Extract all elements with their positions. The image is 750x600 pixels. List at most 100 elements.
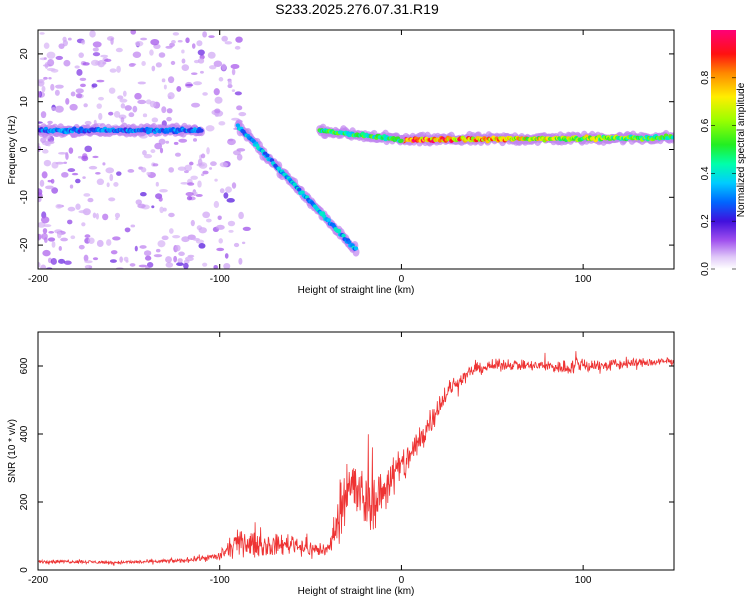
spectrogram-noise-blob <box>43 57 47 60</box>
snr-x-tick-label: -200 <box>28 575 48 586</box>
spectrogram-noise-blob <box>75 88 84 94</box>
spectrogram-feature-core <box>346 240 352 245</box>
spectrogram-noise-blob <box>219 188 225 194</box>
spectrogram-noise-blob <box>120 116 125 123</box>
colorbar-tick-label: 0.2 <box>700 214 711 228</box>
spectrogram-noise-blob <box>70 235 76 240</box>
spectrogram-noise-blob <box>92 155 99 159</box>
spectrogram-noise-blob <box>185 192 194 197</box>
spectrogram-noise-blob <box>140 167 147 173</box>
spectrogram-noise-blob <box>140 37 148 41</box>
spectrogram-noise-blob <box>191 102 201 108</box>
spectrogram-noise-blob <box>130 224 136 228</box>
spectrogram-noise-blob <box>209 167 213 170</box>
spectrogram-noise-blob <box>202 31 208 38</box>
spectrogram-noise-blob <box>95 172 101 175</box>
spectrogram-noise-blob <box>205 218 212 223</box>
spectrogram-noise-blob <box>41 171 48 179</box>
spectrogram-noise-blob <box>227 79 232 86</box>
spectrogram-noise-blob <box>84 260 93 264</box>
spectrogram-noise-blob <box>151 117 159 123</box>
spectrogram-noise-blob <box>45 185 54 190</box>
spectrogram-noise-blob <box>134 92 142 100</box>
spectrogram-noise-blob <box>218 238 223 244</box>
spectrogram-noise-blob <box>202 211 211 219</box>
spectrogram-noise-blob <box>134 245 138 252</box>
spectrogram-noise-blob <box>58 258 66 264</box>
spectrogram-noise-blob <box>67 219 73 225</box>
spectrogram-noise-blob <box>142 113 148 118</box>
spectrogram-noise-blob <box>149 49 154 56</box>
spectrogram-noise-blob <box>88 237 95 244</box>
spectrogram-noise-blob <box>67 168 76 173</box>
spectrogram-noise-blob <box>166 116 172 122</box>
spectrogram-noise-blob <box>76 69 83 76</box>
spectrogram-noise-blob <box>91 83 98 88</box>
spectrogram-noise-blob <box>58 246 62 251</box>
spectrogram-noise-blob <box>152 163 159 167</box>
spectrogram-x-tick-label: -200 <box>28 274 48 285</box>
spectrogram-noise-blob <box>70 91 76 97</box>
snr-x-tick-label: -100 <box>210 575 230 586</box>
spectrogram-noise-blob <box>241 241 246 245</box>
spectrogram-noise-blob <box>198 243 206 249</box>
spectrogram-y-tick-label: -10 <box>19 190 30 205</box>
spectrogram-noise-blob <box>224 253 229 259</box>
spectrogram-noise-blob <box>197 158 203 166</box>
spectrogram-noise-blob <box>202 92 208 96</box>
spectrogram-noise-blob <box>47 58 55 67</box>
spectrogram-noise-blob <box>146 261 154 268</box>
spectrogram-noise-blob <box>84 120 92 126</box>
spectrogram-noise-blob <box>150 149 156 154</box>
spectrogram-noise-blob <box>96 79 105 83</box>
spectrogram-noise-blob <box>181 49 185 54</box>
spectrogram-noise-blob <box>43 237 48 243</box>
spectrogram-noise-blob <box>236 153 243 161</box>
spectrogram-noise-blob <box>97 59 106 68</box>
spectrogram-noise-blob <box>69 184 74 189</box>
spectrogram-noise-blob <box>197 58 205 64</box>
spectrogram-noise-blob <box>92 52 101 57</box>
spectrogram-noise-blob <box>227 83 233 89</box>
spectrogram-noise-blob <box>172 235 181 239</box>
spectrogram-noise-blob <box>174 152 181 157</box>
spectrogram-x-tick-label: 100 <box>575 274 592 285</box>
spectrogram-noise-blob <box>83 103 88 108</box>
spectrogram-noise-blob <box>183 262 189 269</box>
spectrogram-noise-blob <box>181 58 186 64</box>
spectrogram-noise-blob <box>191 72 198 75</box>
snr-y-tick-label: 600 <box>19 357 30 374</box>
spectrogram-x-label: Height of straight line (km) <box>298 285 415 296</box>
spectrogram-noise-blob <box>51 106 57 111</box>
spectrogram-noise-blob <box>228 138 234 142</box>
snr-y-label: SNR (10 * v/v) <box>7 419 18 483</box>
spectrogram-noise-blob <box>92 47 99 52</box>
spectrogram-noise-blob <box>95 213 99 220</box>
spectrogram-noise-blob <box>117 95 124 100</box>
spectrogram-noise-blob <box>207 51 216 59</box>
spectrogram-noise-blob <box>60 237 69 242</box>
spectrogram-y-tick-label: -20 <box>19 237 30 252</box>
spectrogram-noise-blob <box>43 76 48 80</box>
spectrogram-noise-blob <box>109 259 117 263</box>
spectrogram-noise-blob <box>213 88 220 96</box>
spectrogram-noise-blob <box>145 266 150 269</box>
spectrogram-noise-blob <box>78 210 88 214</box>
spectrogram-noise-blob <box>234 45 241 50</box>
spectrogram-noise-blob <box>221 35 228 42</box>
spectrogram-noise-blob <box>113 110 121 118</box>
spectrogram-noise-blob <box>165 256 172 264</box>
spectrogram-noise-blob <box>213 200 220 208</box>
spectrogram-noise-blob <box>199 70 204 74</box>
spectrogram-noise-blob <box>177 39 183 43</box>
spectrogram-noise-blob <box>151 205 155 209</box>
spectrogram-noise-blob <box>84 234 91 238</box>
spectrogram-noise-blob <box>92 41 102 48</box>
spectrogram-noise-blob <box>110 250 118 255</box>
spectrogram-noise-blob <box>71 172 79 176</box>
spectrogram-noise-blob <box>230 64 240 69</box>
spectrogram-noise-blob <box>159 147 164 154</box>
snr-y-ticks: 0 200 400 600 <box>19 357 674 573</box>
spectrogram-noise-blob <box>38 221 46 228</box>
